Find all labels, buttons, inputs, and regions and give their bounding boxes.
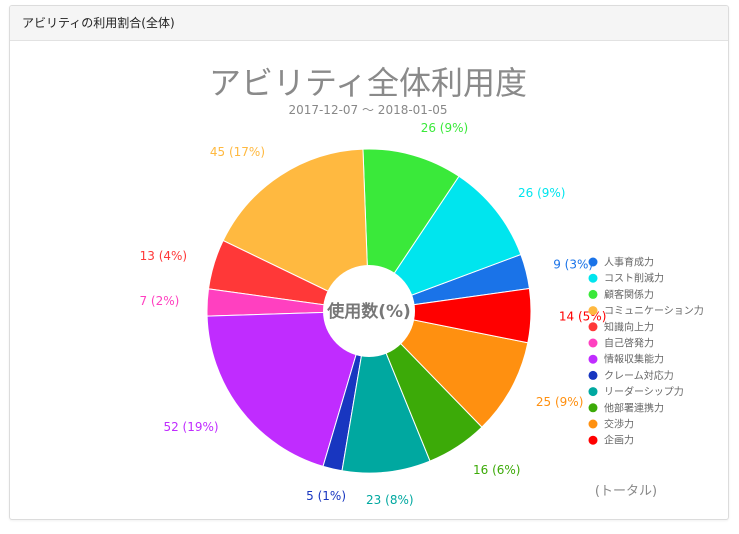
legend-marker	[588, 273, 598, 283]
legend-label[interactable]: 企画力	[604, 434, 634, 447]
legend-label[interactable]: コスト削減力	[604, 272, 664, 285]
legend-marker	[588, 322, 598, 332]
legend-label[interactable]: 情報収集能力	[604, 353, 664, 366]
chart-title: アビリティ全体利用度	[209, 64, 527, 102]
legend-marker	[588, 289, 598, 299]
legend-label[interactable]: 自己啓発力	[604, 337, 654, 350]
legend-label[interactable]: 知識向上力	[604, 320, 654, 333]
legend-label[interactable]: 交渉力	[604, 418, 634, 431]
legend-marker	[588, 354, 598, 364]
legend-label[interactable]: 人事育成力	[604, 256, 654, 269]
data-label: 14 (5%)	[559, 310, 606, 324]
center-label: 使用数(%)	[326, 301, 411, 322]
pie-slice[interactable]	[368, 287, 532, 344]
chart-subtitle: 2017-12-07 〜 2018-01-05	[288, 103, 447, 117]
legend-marker	[588, 338, 598, 348]
panel-header-title: アビリティの利用割合(全体)	[10, 6, 728, 41]
data-label: 16 (6%)	[473, 463, 520, 477]
pie-slice[interactable]	[367, 310, 529, 428]
pie-slice[interactable]	[222, 148, 370, 312]
legend-label[interactable]: リーダーシップ力	[604, 385, 684, 398]
legend-marker	[588, 370, 598, 380]
legend-label[interactable]: 他部署連携力	[604, 401, 664, 414]
data-label: 23 (8%)	[366, 493, 413, 507]
data-label: 26 (9%)	[421, 121, 468, 135]
legend-marker	[588, 403, 598, 413]
data-label: 7 (2%)	[139, 294, 179, 308]
caption-total: (トータル)	[595, 484, 657, 499]
legend-label[interactable]: 顧客関係力	[604, 288, 654, 301]
pie-slice[interactable]	[206, 310, 370, 467]
legend-marker	[588, 387, 598, 397]
data-label: 9 (3%)	[553, 257, 593, 271]
legend: 人事育成力コスト削減力顧客関係力コミュニケーション力知識向上力自己啓発力情報収集…	[588, 256, 704, 447]
data-label: 26 (9%)	[518, 186, 565, 200]
pie-center-hole	[323, 265, 415, 357]
legend-marker	[588, 257, 598, 267]
legend-marker	[588, 306, 598, 316]
data-label: 13 (4%)	[140, 249, 187, 263]
data-label: 52 (19%)	[163, 420, 218, 434]
data-label: 45 (17%)	[210, 145, 265, 159]
legend-marker	[588, 435, 598, 445]
data-label: 5 (1%)	[306, 489, 346, 503]
legend-label[interactable]: クレーム対応力	[604, 369, 674, 382]
data-label: 25 (9%)	[536, 395, 583, 409]
legend-label[interactable]: コミュニケーション力	[604, 304, 704, 317]
legend-marker	[588, 419, 598, 429]
pie-slice[interactable]	[367, 175, 522, 313]
